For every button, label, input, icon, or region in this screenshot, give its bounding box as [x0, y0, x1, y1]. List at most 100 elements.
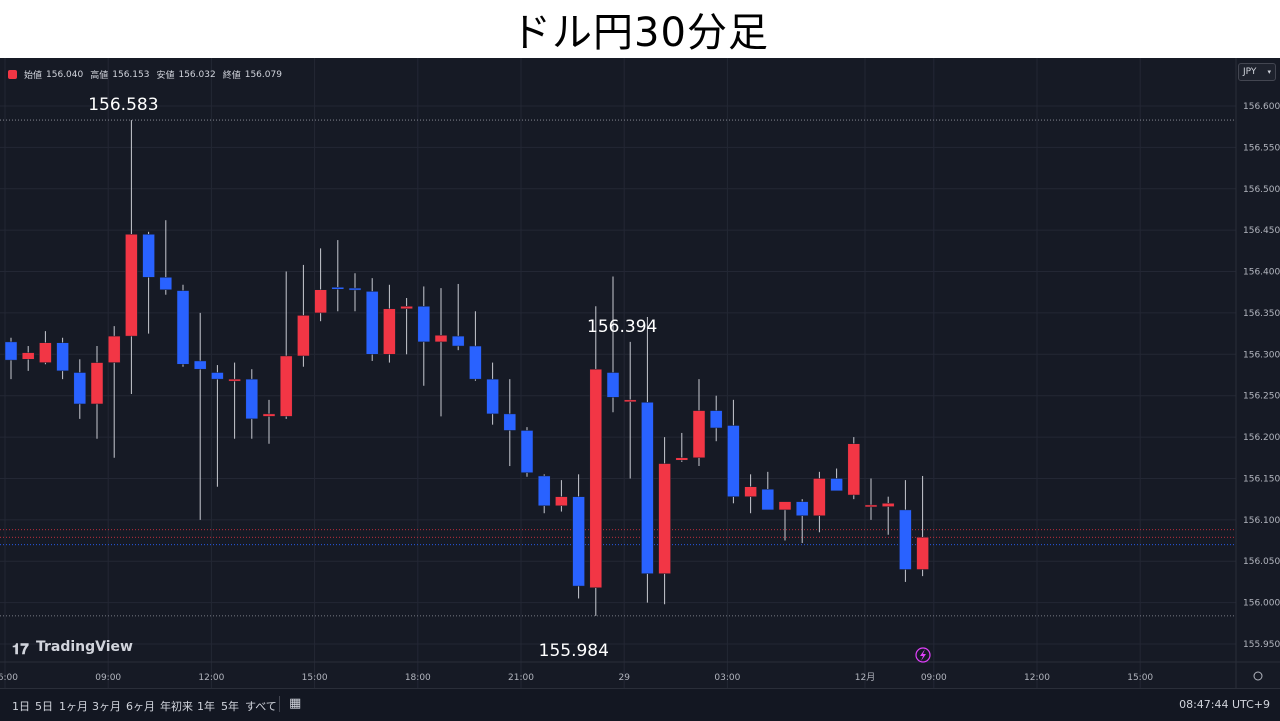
candle-body — [744, 486, 757, 497]
tradingview-mark: 𝟏𝟕 — [12, 640, 29, 658]
settings-icon[interactable] — [1253, 671, 1263, 681]
clock: 08:47:44 UTC+9 — [1179, 698, 1270, 711]
candle-body — [400, 306, 413, 310]
candle[interactable] — [486, 362, 499, 425]
candle[interactable] — [658, 437, 671, 605]
candle[interactable] — [813, 471, 826, 533]
y-tick-label: 156.100 — [1243, 516, 1280, 526]
candle-body — [245, 378, 259, 420]
currency-select[interactable]: JPY ▾ — [1238, 63, 1276, 81]
candle[interactable] — [606, 276, 620, 413]
candle[interactable] — [383, 284, 396, 363]
x-tick-label: 12:00 — [198, 673, 224, 683]
range-button[interactable]: 1年 — [197, 700, 215, 713]
candle-body — [537, 475, 551, 507]
high-label: 高値 — [90, 71, 109, 81]
candle-body — [434, 335, 448, 343]
candle[interactable] — [297, 264, 310, 367]
x-tick-label: 09:00 — [921, 673, 947, 683]
candle[interactable] — [709, 395, 723, 442]
candle[interactable] — [761, 471, 775, 511]
range-button[interactable]: すべて — [245, 700, 277, 713]
candle[interactable] — [159, 220, 173, 295]
candle[interactable] — [520, 427, 534, 477]
candle-body — [365, 291, 379, 355]
chart-area[interactable]: 156.583 156.394 155.984 155.950 156.000 156.… — [0, 58, 1280, 720]
candle[interactable] — [125, 120, 138, 395]
candle[interactable] — [279, 271, 293, 419]
candle[interactable] — [899, 480, 912, 582]
candle-body — [176, 290, 190, 365]
candle[interactable] — [572, 474, 585, 599]
candle[interactable] — [623, 341, 637, 479]
candle-body — [813, 478, 826, 516]
low-value: 156.032 — [178, 69, 216, 80]
candle[interactable] — [365, 278, 379, 361]
candle[interactable] — [107, 326, 121, 458]
candle[interactable] — [331, 240, 345, 312]
candle[interactable] — [537, 474, 551, 514]
candle[interactable] — [73, 359, 87, 419]
range-button[interactable]: 5年 — [221, 700, 239, 713]
candle-body — [692, 410, 706, 459]
candle-body — [228, 378, 241, 382]
candle[interactable] — [4, 337, 18, 380]
candle[interactable] — [469, 311, 482, 381]
candle-body — [417, 306, 431, 343]
candle[interactable] — [176, 284, 190, 367]
candle[interactable] — [864, 478, 878, 520]
candle[interactable] — [692, 379, 706, 467]
range-button[interactable]: 3ヶ月 — [92, 700, 121, 713]
candle[interactable] — [400, 298, 413, 355]
candle[interactable] — [211, 365, 224, 487]
range-button[interactable]: 1ヶ月 — [59, 700, 88, 713]
candle[interactable] — [589, 306, 603, 616]
candle[interactable] — [434, 288, 448, 417]
candle[interactable] — [245, 369, 259, 439]
candle[interactable] — [90, 346, 104, 439]
high-value: 156.153 — [112, 69, 150, 80]
candle-body — [709, 410, 723, 429]
candle-body — [107, 335, 121, 363]
candle-body — [761, 488, 775, 511]
range-button[interactable]: 5日 — [35, 700, 53, 713]
candle-body — [555, 496, 568, 507]
price-annotation: 155.984 — [539, 641, 609, 661]
candle[interactable] — [847, 437, 861, 500]
candle[interactable] — [916, 475, 929, 577]
candle[interactable] — [881, 496, 895, 535]
candle[interactable] — [795, 499, 809, 544]
y-tick-label: 156.200 — [1243, 433, 1280, 443]
candle[interactable] — [727, 399, 740, 504]
candle[interactable] — [21, 346, 35, 371]
range-button[interactable]: 1日 — [12, 700, 30, 713]
calendar-icon[interactable]: ▦ — [289, 696, 302, 711]
candle-body — [348, 287, 362, 291]
candle[interactable] — [503, 379, 517, 467]
candle-body — [899, 509, 912, 570]
range-button[interactable]: 6ヶ月 — [126, 700, 155, 713]
candle-body — [623, 399, 637, 403]
candle[interactable] — [830, 468, 843, 492]
candlestick-chart[interactable]: 156.583 156.394 155.984 155.950 156.000 156.… — [0, 58, 1280, 688]
lightning-icon[interactable] — [915, 647, 931, 663]
candle[interactable] — [451, 283, 465, 351]
candle[interactable] — [744, 474, 757, 514]
candle[interactable] — [417, 286, 431, 386]
candle[interactable] — [348, 273, 362, 312]
candle[interactable] — [778, 501, 792, 541]
symbol-icon[interactable] — [8, 70, 17, 79]
candle[interactable] — [142, 231, 155, 334]
candle[interactable] — [39, 331, 52, 365]
candle[interactable] — [555, 480, 568, 512]
range-button[interactable]: 年初来 — [160, 700, 193, 713]
candle-body — [211, 372, 224, 380]
candle[interactable] — [675, 432, 689, 462]
candle[interactable] — [193, 312, 207, 520]
candle[interactable] — [56, 337, 69, 380]
candle[interactable] — [262, 399, 276, 444]
candle[interactable] — [228, 362, 241, 439]
candle[interactable] — [641, 317, 654, 603]
candle[interactable] — [314, 248, 327, 322]
candle-body — [503, 413, 517, 431]
